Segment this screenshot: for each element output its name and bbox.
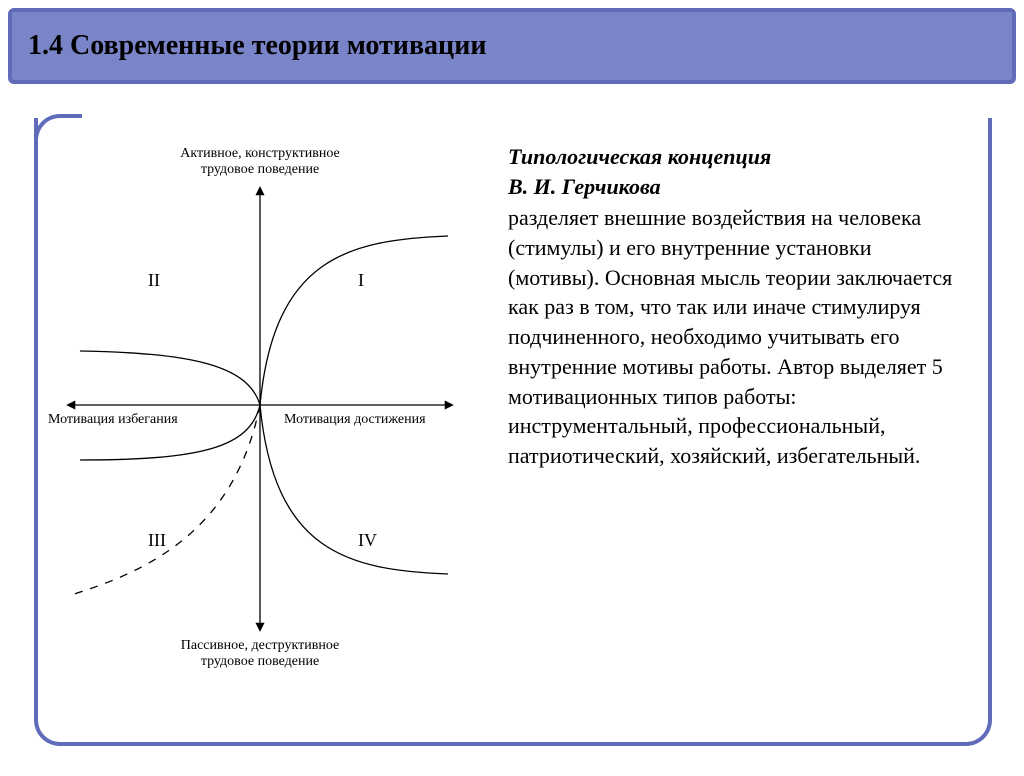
content-frame <box>34 118 992 746</box>
slide-header: 1.4 Современные теории мотивации <box>8 8 1016 84</box>
slide-title: 1.4 Современные теории мотивации <box>28 30 996 62</box>
